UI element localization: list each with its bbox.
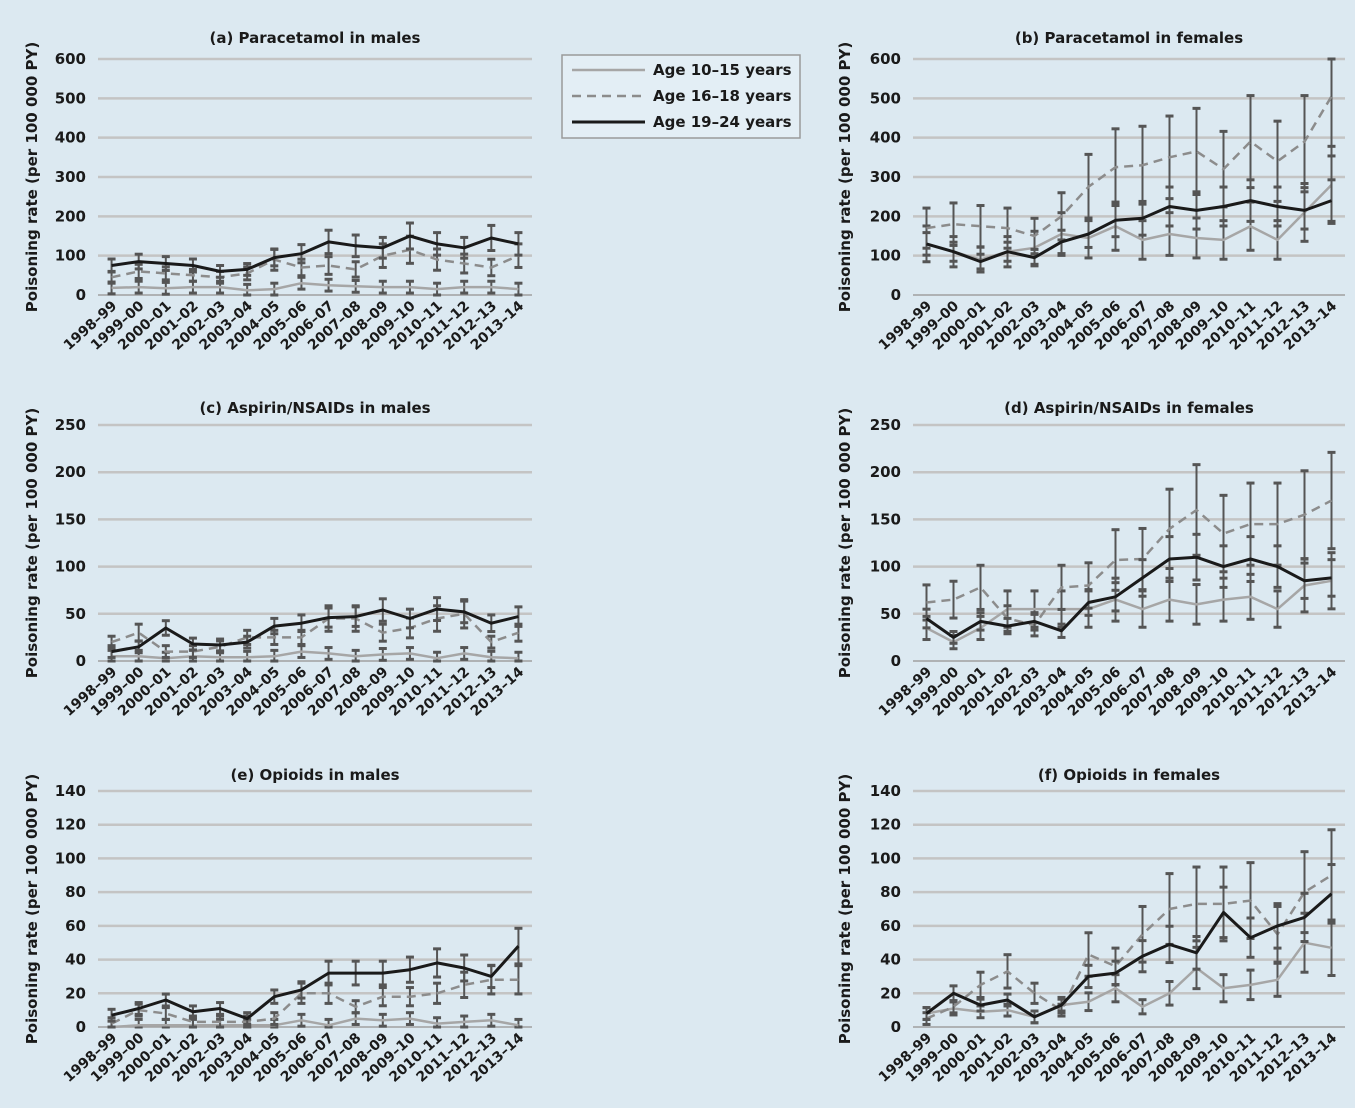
panel-6: (f) Opioids in females Poisoning rate (pe… bbox=[836, 766, 1345, 1086]
y-tick-label: 0 bbox=[76, 1018, 86, 1036]
y-tick-label: 50 bbox=[880, 605, 901, 623]
series-line bbox=[111, 612, 519, 653]
series-3 bbox=[107, 221, 523, 279]
y-tick-label: 40 bbox=[880, 951, 901, 969]
y-tick-label: 300 bbox=[55, 168, 86, 186]
series-line bbox=[111, 945, 520, 1021]
y-tick-label: 100 bbox=[870, 247, 901, 265]
series-line bbox=[111, 248, 519, 279]
y-tick-label: 400 bbox=[55, 129, 86, 147]
y-tick-label: 80 bbox=[880, 883, 901, 901]
y-tick-label: 200 bbox=[55, 463, 86, 481]
y-tick-label: 400 bbox=[870, 129, 901, 147]
series-line bbox=[111, 607, 519, 654]
y-axis-label: Poisoning rate (per 100 000 PY) bbox=[23, 408, 41, 678]
y-tick-label: 50 bbox=[65, 605, 86, 623]
y-tick-label: 150 bbox=[870, 510, 901, 528]
series-line bbox=[925, 555, 1332, 639]
y-tick-label: 20 bbox=[880, 984, 901, 1002]
legend-label: Age 19–24 years bbox=[653, 113, 792, 131]
series-3 bbox=[922, 863, 1336, 1025]
series-line bbox=[925, 874, 1333, 1020]
y-tick-label: 250 bbox=[55, 416, 86, 434]
y-tick-label: 0 bbox=[891, 286, 901, 304]
series-line bbox=[111, 650, 519, 660]
y-axis-label: Poisoning rate (per 100 000 PY) bbox=[23, 774, 41, 1044]
y-tick-label: 0 bbox=[76, 286, 86, 304]
legend: Age 10–15 years Age 16–18 years Age 19–24 … bbox=[561, 54, 801, 139]
y-tick-label: 120 bbox=[55, 816, 86, 834]
y-tick-label: 60 bbox=[880, 917, 901, 935]
y-axis-label: Poisoning rate (per 100 000 PY) bbox=[23, 42, 41, 312]
series-line bbox=[926, 499, 1333, 627]
y-tick-label: 200 bbox=[870, 463, 901, 481]
panel-title: (e) Opioids in males bbox=[230, 766, 399, 784]
y-tick-label: 80 bbox=[65, 883, 86, 901]
y-tick-label: 150 bbox=[55, 510, 86, 528]
series-line bbox=[111, 234, 519, 273]
series-line bbox=[111, 281, 519, 292]
series-line bbox=[111, 1017, 519, 1029]
y-tick-label: 600 bbox=[55, 50, 86, 68]
series-line bbox=[926, 941, 1332, 1019]
y-axis-label: Poisoning rate (per 100 000 PY) bbox=[836, 42, 854, 312]
series-line bbox=[925, 892, 1333, 1019]
series-3 bbox=[922, 178, 1336, 271]
series-3 bbox=[922, 532, 1336, 645]
series-3 bbox=[107, 926, 523, 1026]
y-tick-label: 100 bbox=[55, 247, 86, 265]
y-tick-label: 300 bbox=[870, 168, 901, 186]
y-tick-label: 140 bbox=[55, 782, 86, 800]
y-tick-label: 500 bbox=[870, 89, 901, 107]
legend-label: Age 10–15 years bbox=[653, 61, 792, 79]
y-tick-label: 500 bbox=[55, 89, 86, 107]
series-line bbox=[926, 199, 1333, 264]
panel-5: (e) Opioids in males Poisoning rate (per … bbox=[23, 766, 532, 1086]
y-tick-label: 0 bbox=[891, 1018, 901, 1036]
y-tick-label: 40 bbox=[65, 951, 86, 969]
y-tick-label: 600 bbox=[870, 50, 901, 68]
y-tick-label: 250 bbox=[870, 416, 901, 434]
y-tick-label: 0 bbox=[76, 652, 86, 670]
y-tick-label: 60 bbox=[65, 917, 86, 935]
y-tick-label: 200 bbox=[55, 207, 86, 225]
legend-label: Age 16–18 years bbox=[653, 87, 792, 105]
y-tick-label: 20 bbox=[65, 984, 86, 1002]
panel-title: (b) Paracetamol in females bbox=[1015, 29, 1243, 47]
y-axis-label: Poisoning rate (per 100 000 PY) bbox=[836, 408, 854, 678]
panel-title: (a) Paracetamol in males bbox=[210, 29, 421, 47]
series-line bbox=[926, 95, 1333, 238]
panel-1: (a) Paracetamol in males Poisoning rate (… bbox=[23, 29, 532, 354]
y-tick-label: 140 bbox=[870, 782, 901, 800]
y-tick-label: 100 bbox=[55, 558, 86, 576]
y-tick-label: 0 bbox=[891, 652, 901, 670]
panel-title: (f) Opioids in females bbox=[1038, 766, 1220, 784]
y-tick-label: 100 bbox=[870, 558, 901, 576]
series-3 bbox=[107, 596, 523, 659]
series-line bbox=[925, 579, 1332, 644]
panel-title: (c) Aspirin/NSAIDs in males bbox=[199, 399, 430, 417]
y-tick-label: 100 bbox=[55, 849, 86, 867]
y-tick-label: 100 bbox=[870, 849, 901, 867]
series-1 bbox=[107, 1011, 523, 1029]
y-tick-label: 200 bbox=[870, 207, 901, 225]
panel-title: (d) Aspirin/NSAIDs in females bbox=[1004, 399, 1254, 417]
y-tick-label: 120 bbox=[870, 816, 901, 834]
series-line bbox=[111, 978, 519, 1025]
y-axis-label: Poisoning rate (per 100 000 PY) bbox=[836, 774, 854, 1044]
